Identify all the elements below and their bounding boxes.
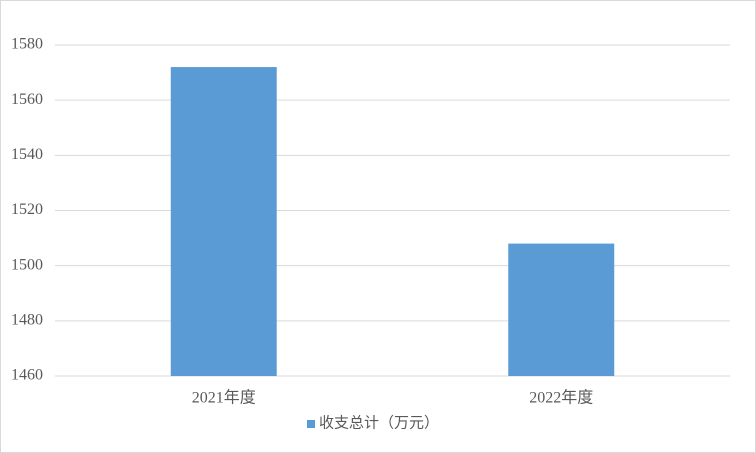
y-tick-label: 1500 [11, 256, 43, 273]
legend-label: 收支总计（万元） [319, 414, 439, 431]
y-tick-label: 1580 [11, 36, 43, 53]
x-tick-label: 2022年度 [529, 389, 593, 407]
y-tick-label: 1560 [11, 91, 43, 108]
x-tick-label: 2021年度 [192, 389, 256, 407]
y-tick-label: 1460 [11, 367, 43, 384]
bar [170, 67, 277, 377]
y-tick-label: 1520 [11, 201, 43, 218]
bar [508, 243, 615, 376]
y-tick-label: 1540 [11, 146, 43, 163]
y-tick-label: 1480 [11, 312, 43, 329]
legend-swatch [307, 420, 315, 428]
